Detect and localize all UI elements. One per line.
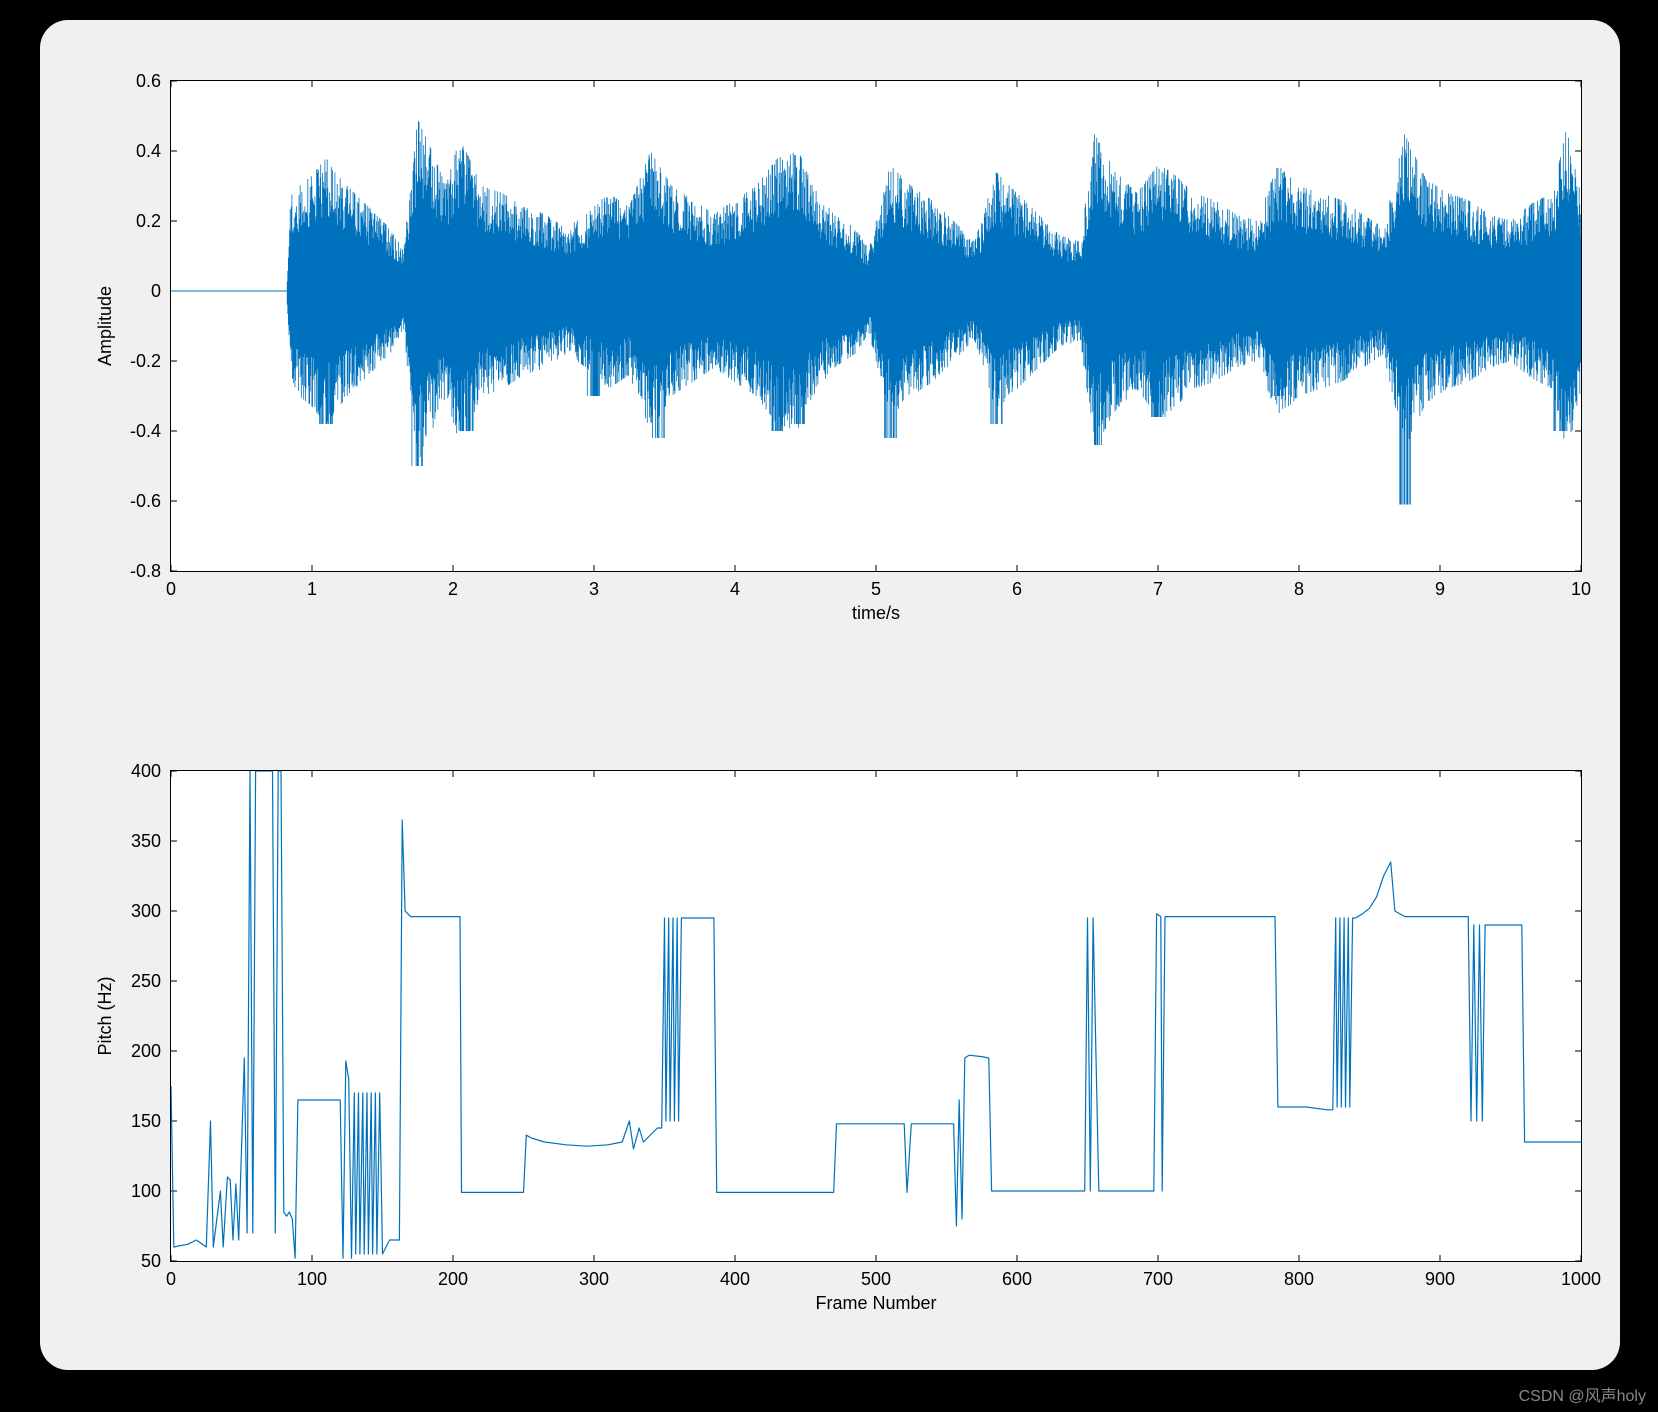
svg-text:7: 7 bbox=[1153, 579, 1163, 599]
svg-text:0: 0 bbox=[166, 579, 176, 599]
svg-text:-0.6: -0.6 bbox=[130, 491, 161, 511]
svg-text:2: 2 bbox=[448, 579, 458, 599]
svg-text:250: 250 bbox=[131, 971, 161, 991]
svg-text:600: 600 bbox=[1002, 1269, 1032, 1289]
amplitude-plot-svg: 012345678910-0.8-0.6-0.4-0.200.20.40.6ti… bbox=[171, 81, 1581, 571]
svg-text:150: 150 bbox=[131, 1111, 161, 1131]
svg-text:5: 5 bbox=[871, 579, 881, 599]
svg-text:700: 700 bbox=[1143, 1269, 1173, 1289]
svg-text:300: 300 bbox=[579, 1269, 609, 1289]
svg-text:Frame Number: Frame Number bbox=[815, 1293, 936, 1313]
svg-text:Pitch (Hz): Pitch (Hz) bbox=[95, 976, 115, 1055]
svg-text:0.6: 0.6 bbox=[136, 71, 161, 91]
pitch-chart: 0100200300400500600700800900100050100150… bbox=[170, 770, 1582, 1262]
svg-text:-0.4: -0.4 bbox=[130, 421, 161, 441]
svg-text:0.4: 0.4 bbox=[136, 141, 161, 161]
svg-text:0: 0 bbox=[151, 281, 161, 301]
svg-text:Amplitude: Amplitude bbox=[95, 286, 115, 366]
svg-text:1000: 1000 bbox=[1561, 1269, 1601, 1289]
svg-text:-0.2: -0.2 bbox=[130, 351, 161, 371]
pitch-plot-svg: 0100200300400500600700800900100050100150… bbox=[171, 771, 1581, 1261]
svg-text:300: 300 bbox=[131, 901, 161, 921]
svg-text:-0.8: -0.8 bbox=[130, 561, 161, 581]
svg-text:6: 6 bbox=[1012, 579, 1022, 599]
svg-text:900: 900 bbox=[1425, 1269, 1455, 1289]
svg-text:0.2: 0.2 bbox=[136, 211, 161, 231]
svg-text:1: 1 bbox=[307, 579, 317, 599]
svg-text:50: 50 bbox=[141, 1251, 161, 1271]
amplitude-chart: 012345678910-0.8-0.6-0.4-0.200.20.40.6ti… bbox=[170, 80, 1582, 572]
svg-text:100: 100 bbox=[297, 1269, 327, 1289]
svg-text:100: 100 bbox=[131, 1181, 161, 1201]
figure-panel: 0 1 2 3 4 5 6 7 8 9 10 -0.8 -0.6 -0.4 -0.2 0 0.2 0.4 0.6 ti… bbox=[40, 20, 1620, 1370]
svg-text:200: 200 bbox=[438, 1269, 468, 1289]
svg-text:400: 400 bbox=[720, 1269, 750, 1289]
svg-text:800: 800 bbox=[1284, 1269, 1314, 1289]
svg-text:8: 8 bbox=[1294, 579, 1304, 599]
watermark-label: CSDN @风声holy bbox=[1519, 1382, 1646, 1406]
svg-text:3: 3 bbox=[589, 579, 599, 599]
svg-text:time/s: time/s bbox=[852, 603, 900, 623]
svg-text:200: 200 bbox=[131, 1041, 161, 1061]
svg-text:4: 4 bbox=[730, 579, 740, 599]
svg-text:0: 0 bbox=[166, 1269, 176, 1289]
svg-text:350: 350 bbox=[131, 831, 161, 851]
svg-text:9: 9 bbox=[1435, 579, 1445, 599]
svg-text:400: 400 bbox=[131, 761, 161, 781]
svg-text:500: 500 bbox=[861, 1269, 891, 1289]
svg-text:10: 10 bbox=[1571, 579, 1591, 599]
